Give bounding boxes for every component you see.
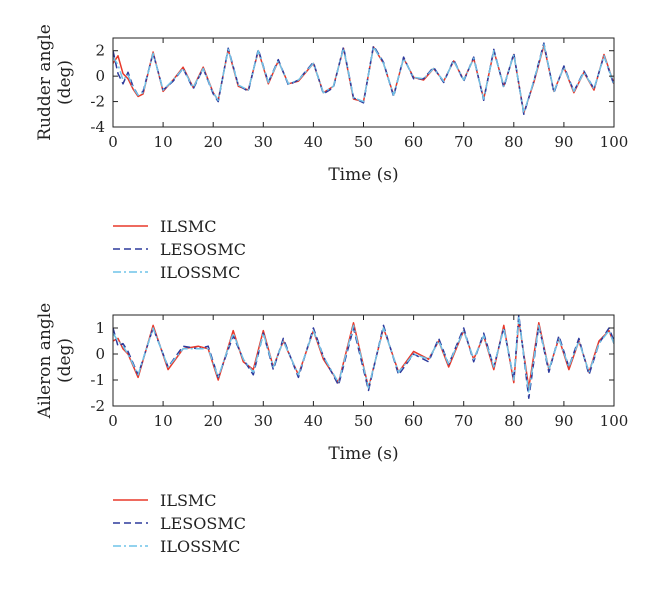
x-tick-label: 40 xyxy=(304,412,323,430)
x-tick-label: 10 xyxy=(154,412,173,430)
x-tick-label: 0 xyxy=(108,412,118,430)
x-tick-label: 10 xyxy=(154,133,173,151)
chart-1: 0 10 20 30 40 50 60 70 80 90 100 -4 -2 0 2 Time (s) Rudd… xyxy=(35,24,628,282)
y-tick-label: -2 xyxy=(90,397,105,415)
series-line-ilossmc xyxy=(113,43,614,114)
y-axis-label: (deg) xyxy=(55,338,75,383)
legend-label-ilsmc: ILSMC xyxy=(160,217,217,236)
legend-label-ilossmc: ILOSSMC xyxy=(160,537,240,556)
x-tick-label: 90 xyxy=(554,412,573,430)
y-axis-label: Aileron angle xyxy=(35,303,55,419)
x-tick-label: 40 xyxy=(304,133,323,151)
y-tick-label: 0 xyxy=(95,345,105,363)
legend-label-lesosmc: LESOSMC xyxy=(160,240,246,259)
y-tick-label: -1 xyxy=(90,371,105,389)
x-tick-label: 70 xyxy=(454,412,473,430)
plot-area xyxy=(113,42,614,116)
y-axis-label: (deg) xyxy=(55,60,75,105)
x-tick-label: 30 xyxy=(254,412,273,430)
x-tick-label: 60 xyxy=(404,133,423,151)
axes-frame xyxy=(112,37,615,128)
x-tick-label: 100 xyxy=(600,412,629,430)
series-line-ilossmc xyxy=(113,316,614,394)
x-tick-label: 100 xyxy=(600,133,629,151)
x-tick-label: 50 xyxy=(354,412,373,430)
x-tick-label: 50 xyxy=(354,133,373,151)
y-tick-label: -2 xyxy=(90,93,105,111)
chart-2: 0 10 20 30 40 50 60 70 80 90 100 -2 -1 0 1 Time (s) Aile… xyxy=(35,303,628,556)
x-tick-label: 0 xyxy=(108,133,118,151)
legend-label-ilossmc: ILOSSMC xyxy=(160,263,240,282)
x-tick-label: 60 xyxy=(404,412,423,430)
legend-label-lesosmc: LESOSMC xyxy=(160,514,246,533)
x-axis-label: Time (s) xyxy=(328,444,398,464)
x-tick-label: 80 xyxy=(504,412,523,430)
y-tick-label: -4 xyxy=(90,118,105,136)
legend: ILSMC LESOSMC ILOSSMC xyxy=(113,217,246,282)
x-tick-label: 80 xyxy=(504,133,523,151)
legend: ILSMC LESOSMC ILOSSMC xyxy=(113,491,246,556)
y-tick-label: 0 xyxy=(95,67,105,85)
x-tick-label: 90 xyxy=(554,133,573,151)
y-tick-label: 2 xyxy=(95,42,105,60)
x-tick-label: 70 xyxy=(454,133,473,151)
x-tick-label: 20 xyxy=(204,133,223,151)
plot-area xyxy=(113,315,614,399)
y-axis-label: Rudder angle xyxy=(35,24,55,141)
legend-label-ilsmc: ILSMC xyxy=(160,491,217,510)
x-tick-label: 30 xyxy=(254,133,273,151)
x-axis-label: Time (s) xyxy=(328,165,398,185)
y-tick-label: 1 xyxy=(95,319,105,337)
x-tick-label: 20 xyxy=(204,412,223,430)
